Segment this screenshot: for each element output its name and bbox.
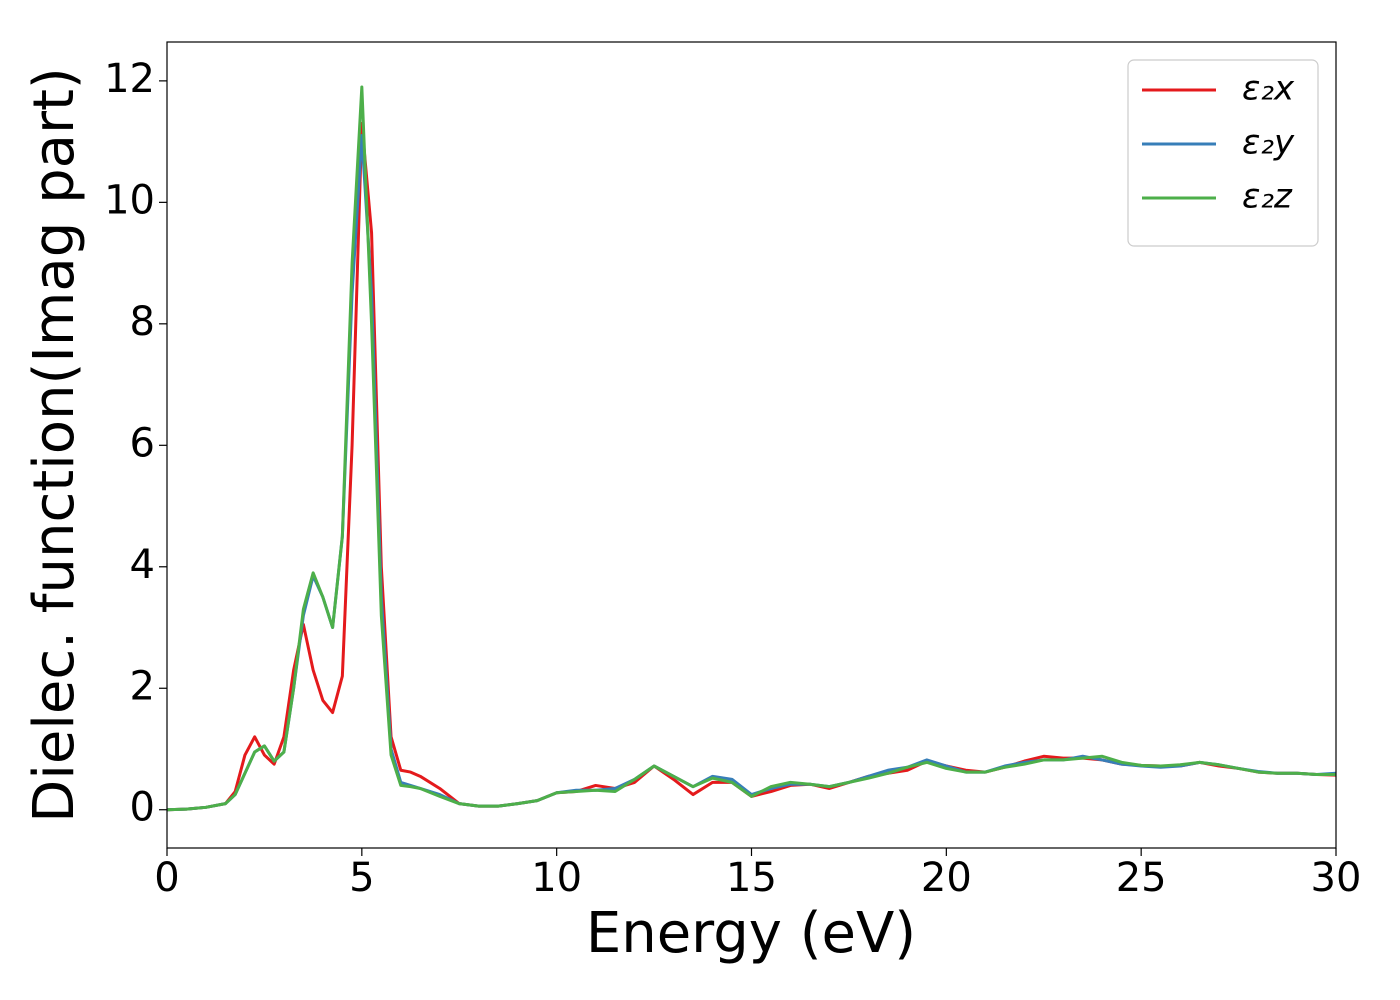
x-axis-label: Energy (eV): [586, 901, 916, 966]
y-tick-label: 2: [130, 663, 155, 709]
x-tick-label: 25: [1116, 855, 1167, 901]
y-tick-label: 4: [130, 542, 155, 588]
y-axis-label: Dielec. function(Imag part): [22, 67, 87, 823]
legend-label: ε₂y: [1242, 123, 1295, 163]
x-tick-label: 10: [531, 855, 582, 901]
y-tick-label: 12: [104, 56, 155, 102]
y-tick-label: 10: [104, 177, 155, 223]
y-tick-label: 8: [130, 299, 155, 345]
x-tick-label: 5: [349, 855, 374, 901]
x-tick-label: 15: [726, 855, 777, 901]
y-tick-label: 0: [130, 785, 155, 831]
x-tick-label: 0: [154, 855, 179, 901]
legend-label: ε₂z: [1242, 177, 1293, 217]
legend-label: ε₂x: [1242, 69, 1295, 109]
x-tick-label: 30: [1311, 855, 1362, 901]
x-tick-label: 20: [921, 855, 972, 901]
line-series: [166, 85, 1336, 812]
y-tick-label: 6: [130, 420, 155, 466]
